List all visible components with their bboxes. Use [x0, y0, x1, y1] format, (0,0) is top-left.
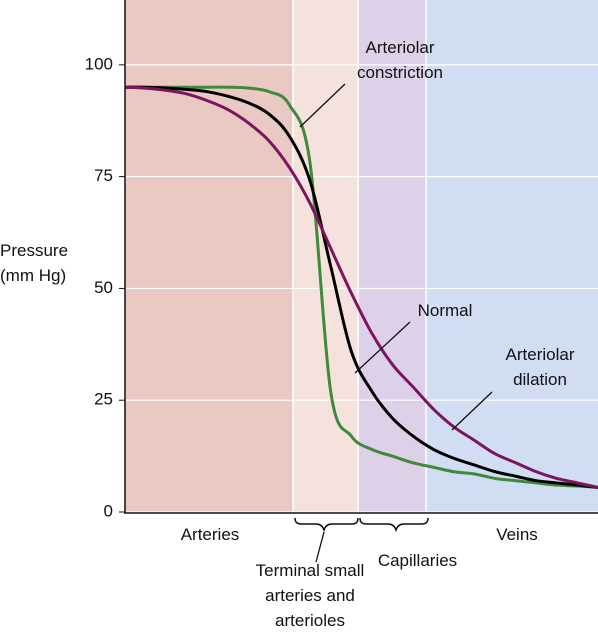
- series-label: Arteriolar dilation: [505, 345, 575, 389]
- leader-line: [354, 321, 411, 374]
- y-tick-label: 50: [94, 278, 113, 297]
- y-tick-label: 25: [94, 390, 113, 409]
- region-label: Capillaries: [377, 551, 458, 570]
- line-series: [125, 85, 598, 489]
- region-label: Terminal small arteries and arterioles: [255, 561, 365, 630]
- region: [125, 0, 293, 512]
- brace: [294, 517, 359, 533]
- series-label: Normal: [417, 301, 473, 320]
- braces: [294, 517, 429, 533]
- leader-line: [299, 83, 346, 128]
- leaders: [299, 83, 493, 563]
- leader-line: [451, 391, 493, 431]
- y-tick-label: 100: [85, 54, 113, 73]
- region-label: Veins: [496, 525, 538, 544]
- region-label: Arteries: [180, 525, 240, 544]
- leader-line: [315, 531, 325, 563]
- y-tick-label: 75: [94, 166, 113, 185]
- series-label: Arteriolar constriction: [357, 38, 443, 82]
- line-series: [124, 85, 598, 489]
- y-axis-label: Pressure (mm Hg): [0, 241, 69, 285]
- brace: [359, 517, 429, 533]
- region: [358, 0, 426, 512]
- line-series: [124, 85, 598, 489]
- region: [293, 0, 358, 512]
- y-tick-label: 0: [104, 501, 113, 520]
